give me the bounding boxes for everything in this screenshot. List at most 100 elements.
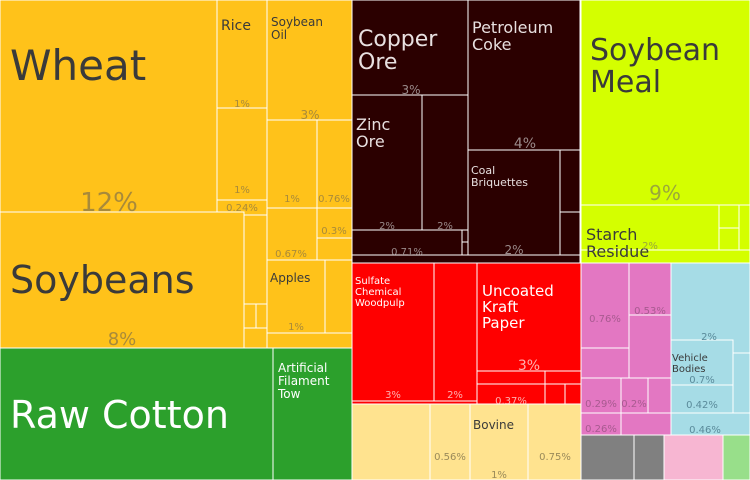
tile-percent-label: 0.67% bbox=[275, 249, 307, 260]
treemap-tile-tile-26 bbox=[429, 403, 471, 480]
treemap-tile-filler bbox=[718, 227, 740, 251]
tile-label: Tow bbox=[277, 387, 301, 401]
treemap-tile-starch-residue bbox=[580, 204, 720, 251]
tile-percent-label: 1% bbox=[234, 185, 250, 196]
treemap-tile-filler bbox=[647, 377, 672, 414]
tile-percent-label: 0.7% bbox=[689, 375, 714, 386]
treemap-tile-filler bbox=[324, 259, 353, 334]
tile-percent-label: 4% bbox=[514, 136, 536, 152]
tile-label: Uncoated bbox=[482, 282, 554, 300]
treemap-tile-filler bbox=[351, 254, 581, 264]
tile-label: Raw Cotton bbox=[10, 393, 229, 437]
treemap-tile-zinc-ore bbox=[351, 94, 423, 231]
tile-percent-label: 0.71% bbox=[391, 247, 423, 258]
tile-percent-label: 8% bbox=[108, 329, 137, 350]
tile-percent-label: 0.3% bbox=[321, 226, 346, 237]
treemap-tile-tile-33 bbox=[670, 262, 750, 354]
treemap-tile-tile-8 bbox=[316, 207, 353, 239]
treemap-tile-filler bbox=[461, 229, 469, 243]
tile-percent-label: 9% bbox=[649, 181, 681, 205]
tile-label: Ore bbox=[358, 50, 397, 75]
treemap-tile-sulfate-chemical-woodpulp bbox=[351, 262, 435, 402]
tile-label: Coke bbox=[472, 35, 512, 54]
tile-percent-label: 1% bbox=[491, 470, 507, 480]
tile-percent-label: 2% bbox=[447, 390, 463, 401]
tile-percent-label: 2% bbox=[504, 243, 523, 257]
treemap-tile-filler bbox=[255, 303, 268, 329]
tile-percent-label: 1% bbox=[288, 322, 304, 333]
treemap-tile-soybeans bbox=[0, 211, 245, 349]
treemap-tile-filler bbox=[266, 332, 353, 349]
tile-percent-label: 2% bbox=[379, 221, 395, 232]
treemap-tile-tile-18 bbox=[351, 229, 463, 256]
treemap-tile-filler bbox=[461, 241, 469, 256]
treemap-tile-filler bbox=[316, 237, 353, 261]
treemap-tile-uncoated-kraft-paper bbox=[476, 262, 582, 372]
tile-label: Bovine bbox=[473, 418, 514, 432]
tile-percent-label: 1% bbox=[284, 194, 300, 205]
treemap-tile-filler bbox=[722, 434, 750, 480]
treemap-tile-filler bbox=[564, 383, 582, 405]
treemap-tile-filler bbox=[628, 314, 672, 379]
treemap-tile-filler bbox=[620, 412, 672, 436]
tile-percent-label: 3% bbox=[401, 83, 420, 97]
treemap-tile-filler bbox=[559, 211, 581, 256]
tile-label: Woodpulp bbox=[355, 298, 405, 309]
treemap-tile-tile-31 bbox=[620, 377, 649, 414]
treemap-tile-coal-briquettes bbox=[467, 149, 561, 256]
tile-percent-label: 3% bbox=[518, 358, 540, 374]
tile-label: Oil bbox=[271, 28, 287, 42]
tile-label: Filament bbox=[278, 374, 330, 388]
tile-label: Ore bbox=[356, 132, 385, 151]
treemap-tile-soybean-meal bbox=[580, 0, 750, 206]
tile-percent-label: 0.37% bbox=[495, 396, 527, 407]
tile-percent-label: 3% bbox=[385, 390, 401, 401]
treemap-tile-tile-7 bbox=[266, 207, 318, 261]
tile-percent-label: 0.53% bbox=[634, 306, 666, 317]
treemap-tile-raw-cotton bbox=[0, 347, 274, 480]
tile-label: Chemical bbox=[355, 287, 401, 298]
treemap-tile-filler bbox=[243, 303, 257, 329]
treemap-tile-filler bbox=[718, 204, 740, 229]
tile-percent-label: 2% bbox=[642, 241, 658, 252]
treemap-tile-tile-28 bbox=[580, 262, 630, 349]
tile-percent-label: 0.26% bbox=[585, 424, 617, 435]
tile-label: Sulfate bbox=[355, 276, 390, 287]
tile-label: Bodies bbox=[672, 364, 705, 375]
tile-percent-label: 0.46% bbox=[689, 425, 721, 436]
tile-percent-label: 3% bbox=[300, 108, 319, 122]
tile-label: Vehicle bbox=[672, 353, 708, 364]
tile-label: Paper bbox=[482, 314, 525, 332]
treemap-tile-tile-30 bbox=[580, 377, 622, 414]
treemap-tile-rice bbox=[216, 0, 268, 109]
treemap-tile-artificial-filament-tow bbox=[272, 347, 353, 480]
treemap-tile-filler bbox=[351, 403, 431, 480]
tile-label: Apples bbox=[270, 271, 310, 285]
treemap-tile-filler bbox=[243, 327, 268, 349]
treemap-tile-bovine bbox=[469, 403, 529, 480]
tile-label: Kraft bbox=[482, 298, 518, 316]
tile-label: Soybean bbox=[590, 33, 720, 68]
tile-label: Soybean bbox=[271, 15, 323, 29]
tile-label: Starch bbox=[586, 225, 637, 244]
tile-label: Petroleum bbox=[472, 18, 553, 37]
tile-percent-label: 0.24% bbox=[226, 203, 258, 214]
tile-label: Meal bbox=[590, 65, 661, 100]
treemap-tile-filler bbox=[633, 434, 665, 480]
treemap-tile-tile-35 bbox=[670, 384, 734, 414]
treemap-tile-tile-22 bbox=[433, 262, 478, 402]
treemap-tile-filler bbox=[580, 434, 635, 480]
treemap-tile-tile-29 bbox=[628, 262, 672, 316]
treemap-tile-filler bbox=[663, 434, 724, 480]
tile-percent-label: 2% bbox=[437, 221, 453, 232]
treemap-tile-tile-36 bbox=[670, 412, 750, 436]
tile-percent-label: 2% bbox=[701, 332, 717, 343]
tile-percent-label: 1% bbox=[234, 99, 250, 110]
treemap-tile-filler bbox=[738, 204, 750, 251]
tile-label: Artificial bbox=[278, 361, 327, 375]
tile-label: Rice bbox=[221, 18, 251, 34]
tile-label: Wheat bbox=[10, 41, 146, 90]
treemap-tile-soybean-oil bbox=[266, 0, 353, 121]
tile-percent-label: 12% bbox=[80, 188, 138, 218]
tile-label: Soybeans bbox=[10, 258, 195, 302]
